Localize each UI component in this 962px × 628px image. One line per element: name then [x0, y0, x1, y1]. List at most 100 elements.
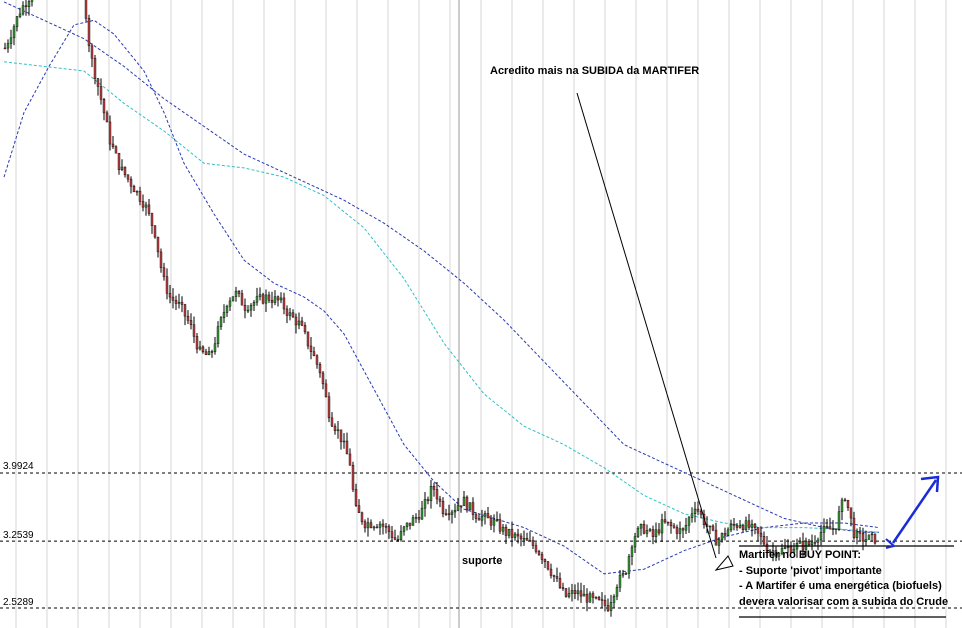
candle-body — [231, 296, 235, 302]
candle-body — [387, 526, 391, 532]
candle-body — [288, 312, 292, 316]
candle-body — [810, 542, 814, 546]
candle-body — [687, 517, 691, 526]
candle-body — [222, 312, 226, 318]
pointer-triangle — [714, 555, 734, 571]
candle-body — [87, 18, 91, 47]
candle-body — [375, 526, 379, 529]
candle-body — [864, 539, 868, 542]
candle-body — [234, 290, 238, 297]
candle-body — [480, 516, 484, 521]
candle-body — [357, 505, 361, 513]
candle-body — [114, 146, 118, 154]
candle-body — [519, 535, 523, 540]
candle-body — [135, 190, 139, 193]
candle-body — [294, 316, 298, 326]
candle-body — [657, 529, 661, 534]
candle-body — [270, 300, 274, 303]
candle-body — [825, 526, 829, 528]
candle-body — [435, 489, 439, 500]
candle-body — [870, 533, 874, 536]
candle-body — [333, 425, 337, 431]
candle-body — [843, 499, 847, 502]
candle-body — [363, 521, 367, 529]
candle-body — [654, 529, 658, 537]
candle-body — [510, 528, 514, 538]
candle-body — [645, 530, 649, 534]
candle-body — [552, 575, 556, 577]
candle-body — [111, 143, 115, 147]
candle-body — [291, 312, 295, 318]
candle-body — [255, 296, 259, 303]
candle-body — [18, 13, 22, 17]
candle-body — [201, 346, 205, 353]
candle-body — [831, 528, 835, 530]
candle-body — [543, 559, 547, 562]
candle-body — [417, 517, 421, 520]
candle-body — [690, 513, 694, 518]
candle-body — [801, 541, 805, 550]
candle-body — [93, 58, 97, 79]
candle-body — [396, 539, 400, 541]
candle-body — [429, 486, 433, 501]
candle-body — [21, 5, 25, 15]
candle-body — [492, 519, 496, 526]
candle-body — [3, 47, 7, 50]
candle-body — [846, 499, 850, 508]
candle-body — [441, 501, 445, 514]
candle-body — [768, 550, 772, 553]
candle-body — [576, 590, 580, 595]
candle-body — [243, 304, 247, 311]
candle-body — [321, 372, 325, 385]
buy-point-line: Martifer no BUY POINT: — [739, 549, 862, 561]
candle-body — [633, 536, 637, 548]
candle-body — [15, 16, 19, 28]
candle-body — [105, 112, 109, 123]
candle-body — [651, 529, 655, 537]
candle-body — [855, 531, 859, 538]
candle-body — [420, 507, 424, 520]
candle-body — [570, 590, 574, 594]
candle-body — [867, 534, 871, 540]
candle-body — [360, 512, 364, 522]
candle-body — [777, 553, 781, 557]
candle-body — [12, 26, 16, 39]
chart-grid — [15, 0, 947, 628]
candle-body — [828, 526, 832, 530]
candle-body — [489, 517, 493, 526]
candle-body — [312, 351, 316, 356]
candle-body — [432, 486, 436, 490]
candle-body — [303, 325, 307, 333]
candlesticks — [3, 0, 877, 617]
candle-body — [411, 517, 415, 526]
candle-body — [714, 529, 718, 546]
candle-body — [408, 522, 412, 526]
candle-body — [513, 533, 517, 538]
candle-body — [573, 590, 577, 595]
candle-body — [138, 190, 142, 202]
candle-body — [90, 45, 94, 59]
top-annotation: Acredito mais na SUBIDA da MARTIFER — [490, 65, 700, 77]
candle-body — [342, 440, 346, 443]
candle-body — [819, 531, 823, 541]
candle-body — [732, 524, 736, 526]
candle-body — [762, 536, 766, 545]
candle-body — [372, 526, 376, 529]
candle-body — [24, 5, 28, 8]
candle-body — [813, 542, 817, 544]
candle-body — [753, 523, 757, 528]
candle-body — [669, 522, 673, 527]
candle-body — [597, 596, 601, 600]
candle-body — [609, 602, 613, 611]
candle-body — [327, 396, 331, 419]
candle-body — [486, 513, 490, 519]
candle-body — [501, 526, 505, 532]
candle-body — [588, 593, 592, 603]
candle-body — [612, 595, 616, 603]
up-arrow-head — [920, 475, 940, 493]
candle-body — [474, 514, 478, 519]
buy-point-line: - A Martifer é uma energética (biofuels) — [739, 580, 942, 592]
candle-body — [126, 174, 130, 180]
annotation-pointer-line — [576, 92, 717, 559]
candle-body — [354, 489, 358, 506]
